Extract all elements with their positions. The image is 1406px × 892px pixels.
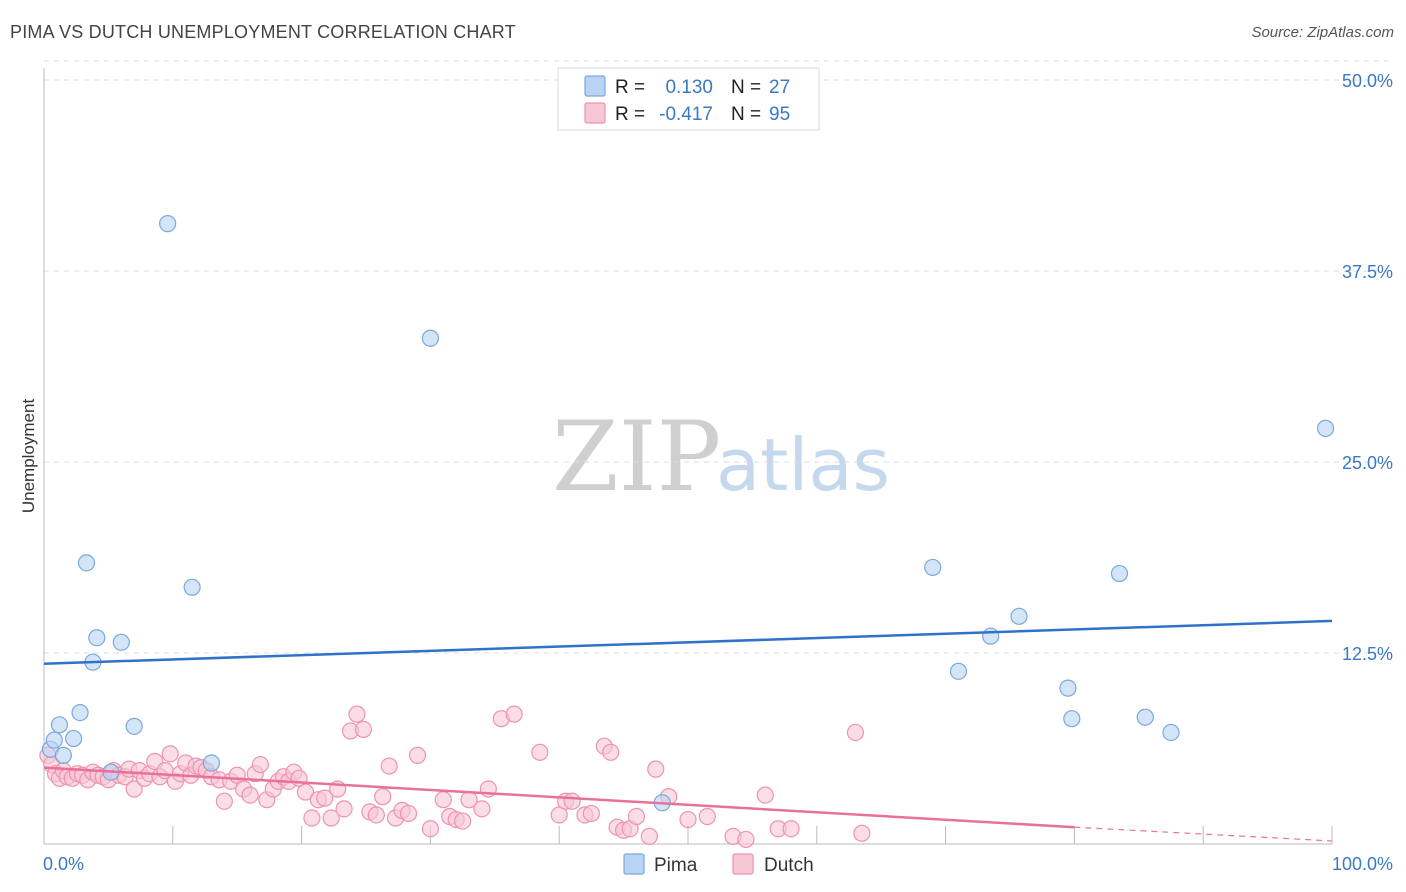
pima-swatch [584,75,606,97]
dutch-point [505,705,523,723]
dutch-point [627,807,646,826]
pima-point [924,558,942,577]
watermark-zip: ZIP [552,401,721,513]
pima-point [77,554,96,572]
watermark-atlas: atlas [716,423,890,507]
dutch-point [335,800,353,818]
pima-n-value: 27 [769,77,790,98]
dutch-point [374,788,392,806]
dutch-point [679,810,697,829]
pima-point [982,627,1000,645]
pima-point [1010,607,1028,625]
dutch-point [846,723,865,742]
pima-point [183,578,201,596]
y-tick-label: 25.0% [1342,453,1393,473]
stats-legend: R = 0.130 N = 27 R = -0.417 N = 95 [557,67,820,131]
gridlines [44,60,1392,654]
dutch-point [303,809,321,827]
pima-point [88,629,106,647]
dutch-point [563,792,581,810]
pima-point [50,716,69,734]
pima-point [1059,679,1077,697]
y-tick-label: 37.5% [1342,262,1393,282]
pima-point [421,329,439,347]
dutch-point [640,827,658,845]
y-tick-label: 50.0% [1342,71,1393,91]
source-credit: Source: ZipAtlas.com [1251,24,1394,41]
legend-pima-swatch [623,853,645,875]
dutch-point [380,757,398,775]
pima-r-value: 0.130 [665,77,713,98]
dutch-swatch [584,102,606,124]
dutch-point [853,824,871,842]
x-tick-label-max: 100.0% [1332,854,1393,874]
dutch-n-label: N = [731,104,761,125]
dutch-point [602,743,620,761]
legend-dutch-label: Dutch [764,855,814,876]
dutch-series [39,705,871,849]
y-axis-label: Unemployment [19,399,38,514]
pima-point [54,746,72,764]
dutch-point [354,720,373,739]
pima-point [1316,419,1335,437]
dutch-r-value: -0.417 [659,104,713,125]
dutch-point [698,807,716,826]
dutch-point [454,812,472,830]
dutch-point [473,800,491,818]
dutch-point [408,746,427,764]
pima-trendline [43,619,1333,665]
dutch-point [296,783,315,801]
dutch-point [756,786,774,804]
chart-title: PIMA VS DUTCH UNEMPLOYMENT CORRELATION C… [10,22,516,42]
pima-point [159,215,177,233]
dutch-point [582,804,601,823]
bottom-legend: Pima Dutch [623,853,814,876]
pima-point [1162,723,1180,742]
pima-r-label: R = [615,77,645,98]
dutch-n-value: 95 [769,104,790,125]
dutch-point [322,809,340,827]
watermark: ZIP atlas [552,401,890,513]
legend-pima-label: Pima [654,855,698,876]
dutch-point [434,791,452,809]
dutch-point [125,780,143,798]
pima-point [125,717,143,735]
dutch-trendline [43,766,1075,829]
pima-point [1063,710,1081,728]
pima-point [1136,708,1154,726]
legend-dutch-swatch [732,853,754,875]
y-tick-label: 12.5% [1342,644,1393,664]
dutch-r-label: R = [615,104,645,125]
dutch-point [215,792,233,810]
dutch-point [647,760,665,778]
dutch-point [737,830,755,849]
dutch-point [251,755,269,774]
pima-point [202,754,221,772]
y-tick-labels: 12.5% 25.0% 37.5% 50.0% [1342,71,1393,664]
pima-point [65,729,83,748]
trendlines [43,619,1333,842]
pima-point [112,633,130,651]
pima-point [1110,564,1129,583]
pima-point [949,662,968,680]
dutch-point [531,743,549,761]
dutch-point [367,806,385,824]
x-tick-label-min: 0.0% [43,854,84,874]
dutch-point [550,806,568,824]
dutch-point [241,786,259,804]
dutch-point [782,820,800,838]
dutch-trendline-extension [1074,826,1333,842]
dutch-point [348,705,366,723]
pima-point [45,731,63,749]
dutch-point [316,789,334,807]
pima-n-label: N = [731,77,761,98]
dutch-point [399,804,418,823]
pima-point [71,703,89,722]
dutch-point [421,820,439,838]
dutch-point [161,745,179,763]
pima-series [41,215,1335,812]
